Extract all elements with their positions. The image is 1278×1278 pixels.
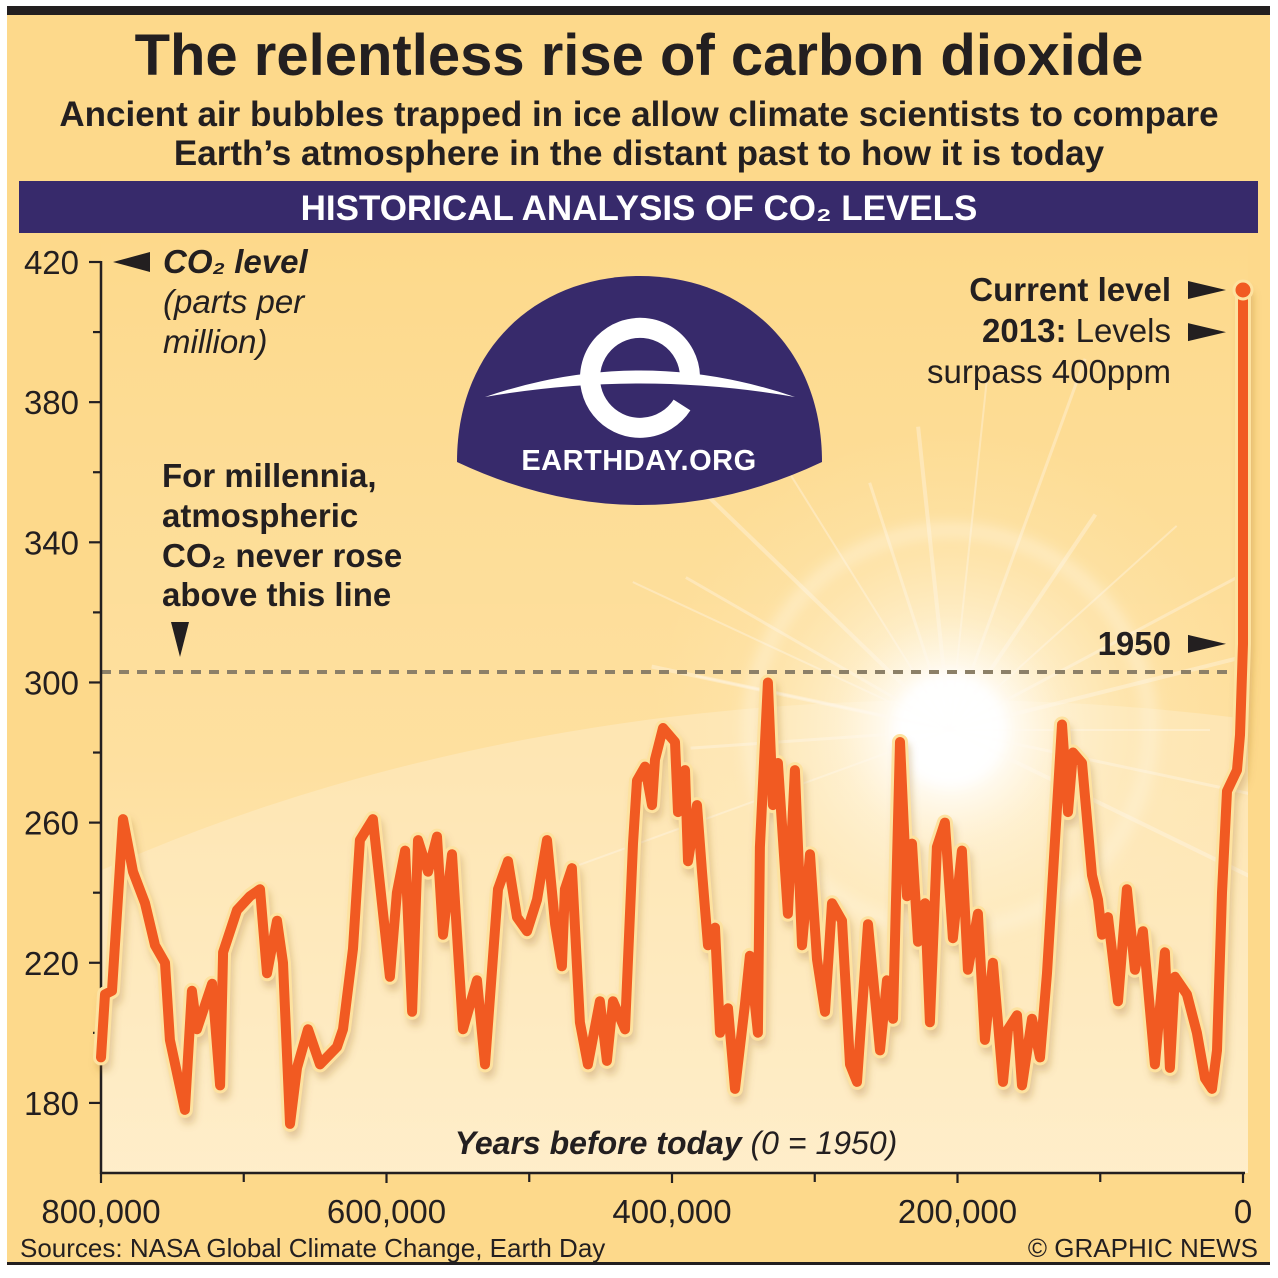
x-axis-title-note: (0 = 1950): [742, 1125, 898, 1161]
y-axis-unit-line-1: (parts per: [163, 283, 306, 320]
current-level-arrow-icon: [1188, 281, 1226, 300]
y-tick-label: 220: [24, 945, 79, 982]
y-axis: 180 220 260 300 340 380 420: [24, 244, 103, 1174]
sun-core: [895, 675, 1005, 785]
y-axis-ticks: 180 220 260 300 340 380 420: [24, 244, 101, 1122]
logo-text: EARTHDAY.ORG: [521, 445, 756, 477]
page-title: The relentless rise of carbon dioxide: [135, 23, 1144, 88]
y-tick-label: 300: [24, 664, 79, 701]
y-tick-label: 340: [24, 524, 79, 561]
sources-note: Sources: NASA Global Climate Change, Ear…: [20, 1233, 605, 1263]
x-tick-label: 400,000: [612, 1193, 731, 1230]
level-2013-label-line-2: surpass 400ppm: [927, 353, 1171, 390]
y-axis-unit-line-2: million): [163, 323, 268, 360]
sun-rays: [578, 358, 1248, 878]
sun-ray: [949, 728, 1248, 878]
y-tick-label: 420: [24, 244, 79, 281]
section-banner: [19, 181, 1258, 233]
logo-orbit-swoosh: [485, 370, 795, 397]
level-2013-year: 2013:: [982, 312, 1066, 349]
co2-series-line: [96, 285, 1248, 1129]
left-arrow-icon: [113, 252, 150, 272]
y-tick-label: 180: [24, 1085, 79, 1122]
sun-ray: [949, 569, 1248, 732]
sun-ray: [696, 485, 952, 732]
x-axis-title-main: Years before today: [455, 1125, 744, 1161]
level-1950-arrow-icon: [1188, 634, 1226, 653]
level-2013-text: Levels: [1066, 312, 1171, 349]
sun-ray: [948, 358, 1087, 731]
x-tick-label: 200,000: [898, 1193, 1017, 1230]
earthday-logo: EARTHDAY.ORG: [457, 276, 822, 505]
level-2013-arrow-icon: [1188, 323, 1226, 342]
level-2013-label: 2013: Levels: [982, 312, 1171, 349]
logo-dome: [457, 276, 822, 505]
x-tick-label: 0: [1234, 1193, 1252, 1230]
sun-ray: [632, 581, 951, 731]
y-axis-title: CO₂ level: [163, 243, 308, 280]
current-level-dot: [1232, 279, 1254, 301]
y-tick-label: 260: [24, 805, 79, 842]
x-axis: 800,000 600,000 400,000 200,000 0: [41, 1171, 1252, 1230]
subtitle-line-1: Ancient air bubbles trapped in ice allow…: [59, 95, 1218, 134]
level-1950-label: 1950: [1098, 625, 1171, 662]
top-rule: [7, 6, 1270, 15]
sun-ray: [949, 653, 1248, 732]
x-axis-title: Years before today (0 = 1950): [455, 1125, 898, 1161]
reference-note-line-1: For millennia,: [162, 457, 377, 494]
reference-note-line-3: CO₂ never rose: [162, 537, 402, 574]
reference-note-line-4: above this line: [162, 576, 391, 613]
co2-series: [93, 279, 1254, 1138]
section-banner-label: HISTORICAL ANALYSIS OF CO₂ LEVELS: [301, 189, 978, 228]
subtitle-line-2: Earth’s atmosphere in the distant past t…: [174, 134, 1105, 173]
y-tick-label: 380: [24, 384, 79, 421]
earthday-e-icon: [580, 317, 700, 438]
copyright-credit: © GRAPHIC NEWS: [1028, 1233, 1258, 1263]
x-axis-ticks: 800,000 600,000 400,000 200,000 0: [41, 1173, 1252, 1230]
x-tick-label: 800,000: [41, 1193, 160, 1230]
current-level-label: Current level: [969, 271, 1171, 308]
reference-note-line-2: atmospheric: [162, 497, 358, 534]
down-arrow-icon: [171, 622, 189, 657]
x-tick-label: 600,000: [327, 1193, 446, 1230]
marker-arrows: [1188, 281, 1226, 653]
bottom-rule: [7, 1262, 1270, 1265]
